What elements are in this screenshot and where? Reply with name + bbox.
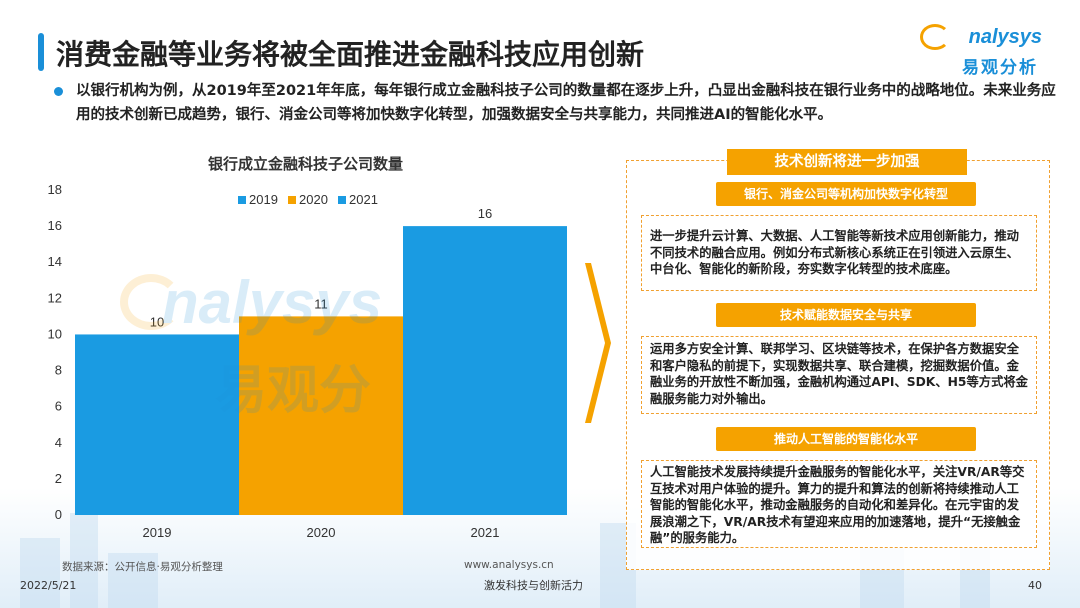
title-accent-bar [38, 33, 44, 71]
legend-label: 2020 [299, 192, 328, 207]
y-tick-label: 4 [55, 435, 62, 450]
chevron-right-icon [585, 263, 611, 423]
chart-title: 银行成立金融科技子公司数量 [208, 155, 404, 173]
data-label: 11 [314, 296, 328, 311]
data-label: 16 [478, 206, 492, 221]
bar [403, 226, 567, 515]
section-text-digital: 进一步提升云计算、大数据、人工智能等新技术应用创新能力，推动不同技术的融合应用。… [641, 215, 1037, 291]
y-tick-label: 14 [48, 254, 62, 269]
analysys-logo: nalysys 易观分析 [912, 20, 1042, 80]
page-title: 消费金融等业务将被全面推进金融科技应用创新 [56, 38, 645, 71]
y-tick-label: 0 [55, 507, 62, 522]
legend-label: 2021 [349, 192, 378, 207]
bar [239, 316, 403, 515]
section-heading-ai: 推动人工智能的智能化水平 [716, 427, 976, 451]
x-tick-label: 2021 [471, 525, 500, 540]
page-number: 40 [1028, 579, 1042, 592]
section-heading-digital: 银行、消金公司等机构加快数字化转型 [716, 182, 976, 206]
logo-wordmark: nalysys [968, 26, 1042, 48]
section-text-data-security: 运用多方安全计算、联邦学习、区块链等技术，在保护各方数据安全和客户隐私的前提下，… [641, 336, 1037, 414]
panel-header: 技术创新将进一步加强 [727, 149, 967, 175]
legend-swatch [288, 196, 296, 204]
logo-chinese: 易观分析 [962, 58, 1038, 78]
legend-label: 2019 [249, 192, 278, 207]
y-tick-label: 18 [48, 182, 62, 197]
logo-ring-icon [920, 24, 950, 50]
watermark-chinese: 易观分 [215, 361, 372, 421]
y-tick-label: 6 [55, 399, 62, 414]
y-tick-label: 8 [55, 363, 62, 378]
y-tick-label: 2 [55, 471, 62, 486]
watermark-wordmark: nalysys [162, 269, 383, 336]
legend-swatch [338, 196, 346, 204]
section-heading-data-security: 技术赋能数据安全与共享 [716, 303, 976, 327]
bullet-icon [54, 87, 63, 96]
footer-slogan: 激发科技与创新活力 [484, 579, 583, 592]
bar [75, 334, 239, 515]
y-tick-label: 16 [48, 218, 62, 233]
watermark-ring-icon [120, 274, 182, 330]
legend-swatch [238, 196, 246, 204]
intro-paragraph: 以银行机构为例，从2019年至2021年年底，每年银行成立金融科技子公司的数量都… [76, 83, 1056, 123]
section-text-ai: 人工智能技术发展持续提升金融服务的智能化水平，关注VR/AR等交互技术对用户体验… [641, 460, 1037, 548]
x-tick-label: 2020 [307, 525, 336, 540]
website-link[interactable]: www.analysys.cn [464, 559, 554, 571]
watermark: nalysys 易观分 [120, 268, 440, 438]
y-tick-label: 12 [48, 290, 62, 305]
x-tick-label: 2019 [143, 525, 172, 540]
data-source: 数据来源：公开信息·易观分析整理 [62, 561, 223, 573]
footer-date: 2022/5/21 [20, 579, 77, 592]
y-tick-label: 10 [48, 326, 62, 341]
